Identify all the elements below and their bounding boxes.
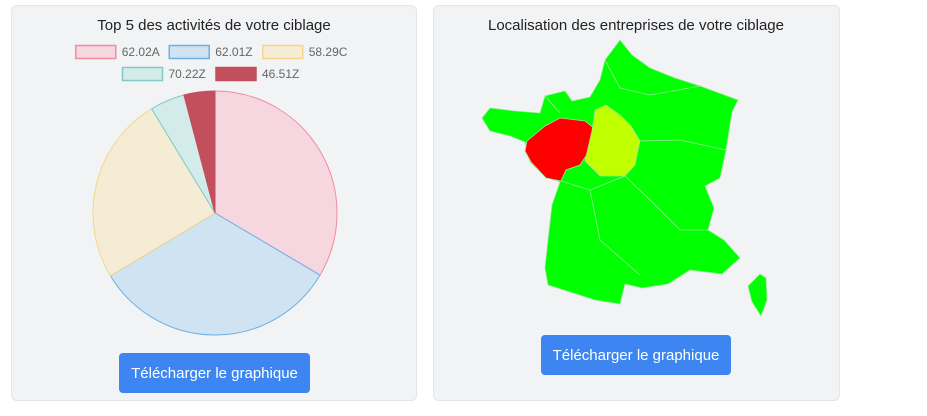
legend-label: 46.51Z bbox=[262, 67, 299, 81]
legend-swatch bbox=[215, 66, 257, 82]
region-border bbox=[639, 139, 727, 151]
region-border bbox=[544, 95, 561, 114]
pays-de-la-loire bbox=[524, 117, 596, 182]
legend-swatch bbox=[168, 44, 210, 60]
map-title: Localisation des entreprises de votre ci… bbox=[488, 17, 784, 34]
corse bbox=[747, 273, 768, 317]
pie-slice bbox=[183, 90, 216, 214]
region-border bbox=[589, 189, 641, 276]
pie-slice bbox=[214, 90, 338, 276]
legend-swatch bbox=[262, 44, 304, 60]
legend-label: 58.29C bbox=[309, 45, 348, 59]
map-regions bbox=[481, 39, 768, 317]
legend-label: 62.02A bbox=[122, 45, 160, 59]
pie-slice bbox=[109, 212, 321, 336]
download-button[interactable]: Télécharger le graphique bbox=[119, 353, 310, 393]
legend-swatch bbox=[121, 66, 164, 82]
region-border bbox=[604, 59, 701, 96]
legend-label: 62.01Z bbox=[215, 45, 252, 59]
region-border bbox=[560, 175, 708, 231]
chart-title: Top 5 des activités de votre ciblage bbox=[97, 17, 330, 34]
centre-val-de-loire bbox=[584, 104, 641, 177]
legend-swatch bbox=[75, 44, 117, 60]
pie-slice bbox=[92, 108, 216, 277]
legend-label: 70.22Z bbox=[169, 67, 206, 81]
download-button[interactable]: Télécharger le graphique bbox=[541, 335, 731, 375]
